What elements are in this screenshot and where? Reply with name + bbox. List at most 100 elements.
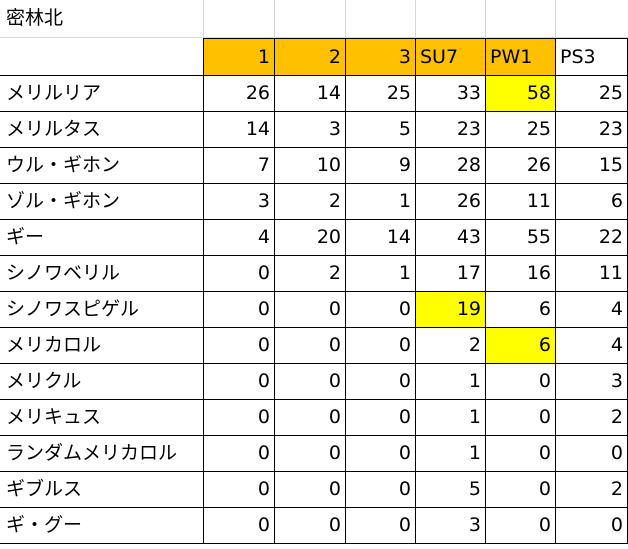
value-cell[interactable]: 0 — [556, 436, 628, 472]
value-cell[interactable]: 25 — [346, 76, 416, 112]
row-label-cell[interactable]: メリルタス — [0, 112, 204, 148]
value-cell[interactable]: 0 — [486, 472, 556, 508]
value-cell[interactable]: 23 — [416, 112, 486, 148]
value-cell[interactable]: 9 — [346, 148, 416, 184]
row-label-cell[interactable]: メリルリア — [0, 76, 204, 112]
row-label-cell[interactable]: メリクル — [0, 364, 204, 400]
value-cell[interactable]: 19 — [416, 292, 486, 328]
value-cell[interactable]: 0 — [486, 364, 556, 400]
empty-cell[interactable] — [204, 0, 275, 38]
row-label-cell[interactable]: シノワスピゲル — [0, 292, 204, 328]
value-cell[interactable]: 0 — [275, 400, 346, 436]
row-label-cell[interactable]: ウル・ギホン — [0, 148, 204, 184]
row-label-cell[interactable]: メリカロル — [0, 328, 204, 364]
value-cell[interactable]: 25 — [486, 112, 556, 148]
row-label-cell[interactable]: ランダムメリカロル — [0, 436, 204, 472]
value-cell[interactable]: 1 — [416, 364, 486, 400]
column-header-su7[interactable]: SU7 — [416, 38, 486, 76]
value-cell[interactable]: 2 — [275, 256, 346, 292]
value-cell[interactable]: 0 — [346, 292, 416, 328]
value-cell[interactable]: 0 — [346, 328, 416, 364]
value-cell[interactable]: 0 — [204, 292, 275, 328]
value-cell[interactable]: 26 — [204, 76, 275, 112]
value-cell[interactable]: 0 — [346, 472, 416, 508]
value-cell[interactable]: 3 — [204, 184, 275, 220]
value-cell[interactable]: 0 — [346, 364, 416, 400]
value-cell[interactable]: 0 — [204, 508, 275, 544]
value-cell[interactable]: 0 — [204, 364, 275, 400]
column-header-1[interactable]: 1 — [204, 38, 275, 76]
value-cell[interactable]: 0 — [275, 364, 346, 400]
value-cell[interactable]: 20 — [275, 220, 346, 256]
header-corner-cell[interactable] — [0, 38, 204, 76]
column-header-ps3[interactable]: PS3 — [556, 38, 628, 76]
value-cell[interactable]: 0 — [204, 328, 275, 364]
value-cell[interactable]: 0 — [204, 256, 275, 292]
row-label-cell[interactable]: ギブルス — [0, 472, 204, 508]
value-cell[interactable]: 0 — [204, 400, 275, 436]
value-cell[interactable]: 6 — [486, 328, 556, 364]
column-header-3[interactable]: 3 — [346, 38, 416, 76]
value-cell[interactable]: 26 — [416, 184, 486, 220]
value-cell[interactable]: 0 — [486, 400, 556, 436]
value-cell[interactable]: 23 — [556, 112, 628, 148]
value-cell[interactable]: 1 — [416, 400, 486, 436]
value-cell[interactable]: 55 — [486, 220, 556, 256]
value-cell[interactable]: 1 — [346, 184, 416, 220]
value-cell[interactable]: 58 — [486, 76, 556, 112]
column-header-pw1[interactable]: PW1 — [486, 38, 556, 76]
value-cell[interactable]: 1 — [346, 256, 416, 292]
value-cell[interactable]: 6 — [486, 292, 556, 328]
value-cell[interactable]: 2 — [275, 184, 346, 220]
value-cell[interactable]: 0 — [486, 508, 556, 544]
value-cell[interactable]: 3 — [556, 364, 628, 400]
value-cell[interactable]: 4 — [556, 328, 628, 364]
value-cell[interactable]: 14 — [275, 76, 346, 112]
value-cell[interactable]: 14 — [204, 112, 275, 148]
value-cell[interactable]: 0 — [346, 508, 416, 544]
value-cell[interactable]: 1 — [416, 436, 486, 472]
value-cell[interactable]: 7 — [204, 148, 275, 184]
value-cell[interactable]: 0 — [275, 472, 346, 508]
value-cell[interactable]: 0 — [204, 472, 275, 508]
value-cell[interactable]: 26 — [486, 148, 556, 184]
row-label-cell[interactable]: シノワベリル — [0, 256, 204, 292]
value-cell[interactable]: 0 — [556, 508, 628, 544]
value-cell[interactable]: 3 — [416, 508, 486, 544]
value-cell[interactable]: 17 — [416, 256, 486, 292]
value-cell[interactable]: 15 — [556, 148, 628, 184]
row-label-cell[interactable]: ギー — [0, 220, 204, 256]
value-cell[interactable]: 4 — [556, 292, 628, 328]
value-cell[interactable]: 0 — [275, 292, 346, 328]
value-cell[interactable]: 6 — [556, 184, 628, 220]
value-cell[interactable]: 2 — [416, 328, 486, 364]
value-cell[interactable]: 10 — [275, 148, 346, 184]
empty-cell[interactable] — [346, 0, 416, 38]
value-cell[interactable]: 4 — [204, 220, 275, 256]
value-cell[interactable]: 0 — [275, 508, 346, 544]
value-cell[interactable]: 33 — [416, 76, 486, 112]
row-label-cell[interactable]: メリキュス — [0, 400, 204, 436]
empty-cell[interactable] — [416, 0, 486, 38]
value-cell[interactable]: 11 — [486, 184, 556, 220]
value-cell[interactable]: 14 — [346, 220, 416, 256]
value-cell[interactable]: 3 — [275, 112, 346, 148]
value-cell[interactable]: 0 — [275, 436, 346, 472]
empty-cell[interactable] — [556, 0, 628, 38]
empty-cell[interactable] — [486, 0, 556, 38]
value-cell[interactable]: 25 — [556, 76, 628, 112]
value-cell[interactable]: 0 — [204, 436, 275, 472]
value-cell[interactable]: 0 — [346, 436, 416, 472]
value-cell[interactable]: 0 — [275, 328, 346, 364]
empty-cell[interactable] — [275, 0, 346, 38]
value-cell[interactable]: 43 — [416, 220, 486, 256]
row-label-cell[interactable]: ギ・グー — [0, 508, 204, 544]
column-header-2[interactable]: 2 — [275, 38, 346, 76]
sheet-title[interactable]: 密林北 — [0, 0, 204, 38]
value-cell[interactable]: 5 — [416, 472, 486, 508]
value-cell[interactable]: 28 — [416, 148, 486, 184]
value-cell[interactable]: 0 — [346, 400, 416, 436]
row-label-cell[interactable]: ゾル・ギホン — [0, 184, 204, 220]
value-cell[interactable]: 5 — [346, 112, 416, 148]
value-cell[interactable]: 22 — [556, 220, 628, 256]
